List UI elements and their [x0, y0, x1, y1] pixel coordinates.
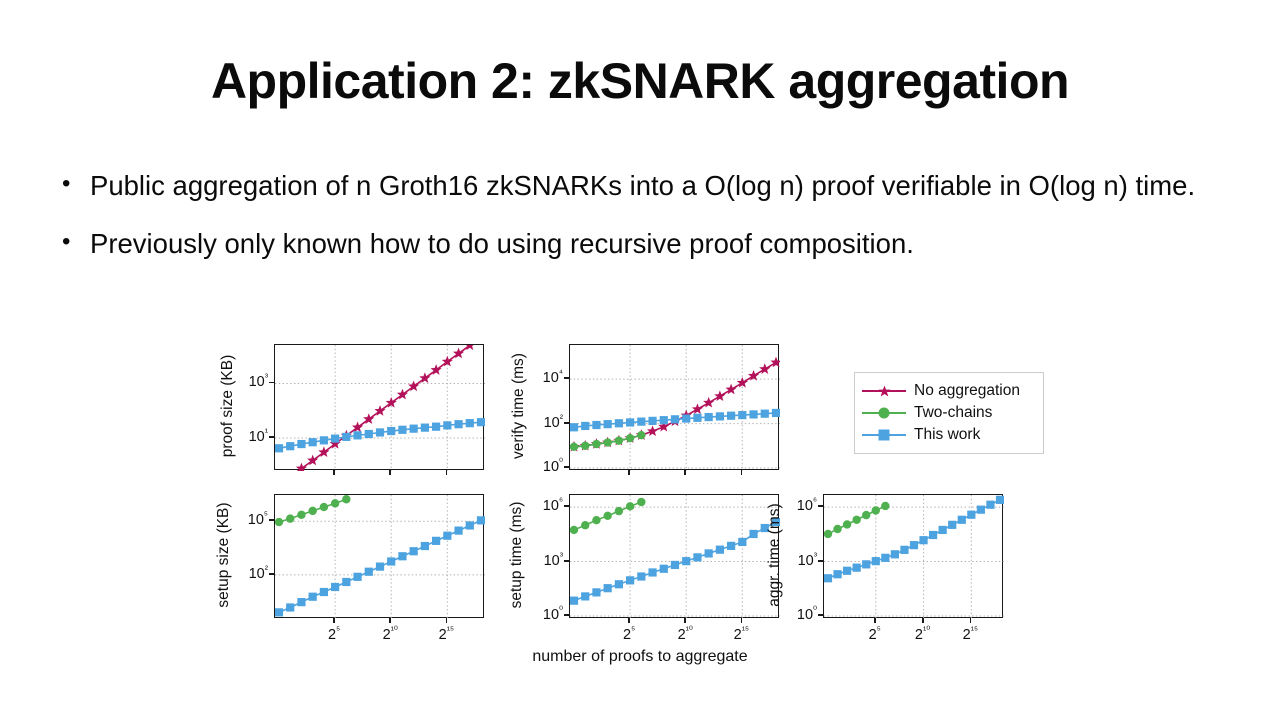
circle-marker-icon [862, 404, 906, 422]
y-tick-mark [564, 466, 569, 468]
y-tick-label: 10¹ [248, 427, 268, 445]
star-marker-icon [862, 382, 906, 400]
chart-setup-time [569, 494, 780, 619]
figure-panel: No aggregation Two-chains This work number… [190, 330, 1090, 685]
y-axis-label: proof size (KB) [219, 354, 236, 458]
y-tick-mark [564, 421, 569, 424]
shared-x-axis-label: number of proofs to aggregate [532, 648, 748, 665]
bullet-text: Previously only known how to do using re… [90, 228, 914, 260]
x-tick-mark [684, 470, 687, 475]
bullet-marker: • [62, 170, 71, 197]
x-tick-mark [389, 618, 392, 623]
x-tick-label: 2¹⁵ [733, 625, 750, 643]
y-tick-label: 10⁵ [247, 510, 268, 529]
x-tick-label: 2⁵ [623, 625, 636, 643]
bullet-item: • Previously only known how to do using … [62, 226, 1222, 262]
bullet-list: • Public aggregation of n Groth16 zkSNAR… [62, 168, 1222, 285]
y-axis-label: setup size (KB) [215, 502, 232, 608]
y-tick-label: 10⁴ [542, 368, 563, 386]
y-axis-label: aggr. time (ms) [766, 503, 783, 607]
x-tick-mark [333, 618, 336, 623]
chart-setup-size [274, 494, 485, 619]
legend-item-two-chains[interactable]: Two-chains [862, 402, 1034, 424]
legend-item-no-aggregation[interactable]: No aggregation [862, 380, 1034, 402]
chart-proof-size [274, 344, 485, 471]
y-axis-label: setup time (ms) [508, 501, 525, 609]
y-tick-mark [564, 614, 569, 616]
y-tick-label: 10² [248, 563, 268, 582]
y-tick-label: 10³ [797, 550, 817, 569]
x-tick-label: 2⁵ [328, 625, 341, 643]
chart-aggr-time [823, 494, 1004, 619]
y-tick-label: 10² [543, 412, 563, 431]
x-tick-mark [873, 618, 876, 623]
legend-label: Two-chains [914, 404, 993, 421]
x-tick-label: 2¹⁰ [914, 625, 931, 643]
x-tick-mark [628, 470, 631, 475]
y-tick-label: 10⁶ [542, 496, 563, 514]
y-tick-mark [818, 559, 823, 562]
page-title: Application 2: zkSNARK aggregation [210, 53, 1070, 109]
x-tick-mark [628, 618, 631, 623]
bullet-item: • Public aggregation of n Groth16 zkSNAR… [62, 168, 1222, 204]
y-tick-mark [564, 505, 569, 508]
y-tick-label: 10⁶ [796, 496, 817, 514]
y-tick-label: 10⁰ [542, 457, 563, 475]
x-tick-mark [740, 618, 743, 623]
x-tick-mark [969, 618, 972, 623]
legend-label: This work [914, 426, 981, 443]
legend-item-this-work[interactable]: This work [862, 424, 1034, 446]
x-tick-mark [389, 470, 392, 475]
y-tick-mark [564, 377, 569, 380]
x-tick-label: 2¹⁰ [677, 625, 693, 643]
y-tick-mark [269, 573, 274, 575]
y-tick-label: 10³ [543, 550, 563, 569]
x-tick-label: 2¹⁵ [962, 625, 979, 643]
x-tick-label: 2¹⁰ [382, 625, 398, 643]
x-tick-label: 2¹⁵ [438, 625, 455, 643]
chart-verify-time [569, 344, 780, 471]
x-tick-mark [445, 470, 448, 475]
y-tick-label: 10³ [248, 372, 268, 391]
x-tick-mark [740, 470, 743, 475]
y-tick-mark [269, 436, 274, 438]
y-axis-label: verify time (ms) [510, 353, 527, 459]
bullet-text: Public aggregation of n Groth16 zkSNARKs… [90, 170, 1196, 201]
bullet-marker: • [62, 228, 71, 256]
y-tick-mark [564, 559, 569, 562]
x-tick-mark [333, 470, 336, 475]
chart-legend: No aggregation Two-chains This work [854, 372, 1044, 454]
y-tick-mark [818, 614, 823, 616]
x-tick-label: 2⁵ [868, 625, 881, 643]
y-tick-mark [818, 505, 823, 508]
legend-label: No aggregation [914, 382, 1020, 399]
x-tick-mark [445, 618, 448, 623]
y-tick-mark [269, 519, 274, 522]
square-marker-icon [862, 426, 906, 444]
y-tick-mark [269, 381, 274, 384]
y-tick-label: 10⁰ [796, 605, 817, 623]
y-tick-label: 10⁰ [542, 605, 563, 623]
x-tick-mark [921, 618, 924, 623]
x-tick-mark [684, 618, 687, 623]
